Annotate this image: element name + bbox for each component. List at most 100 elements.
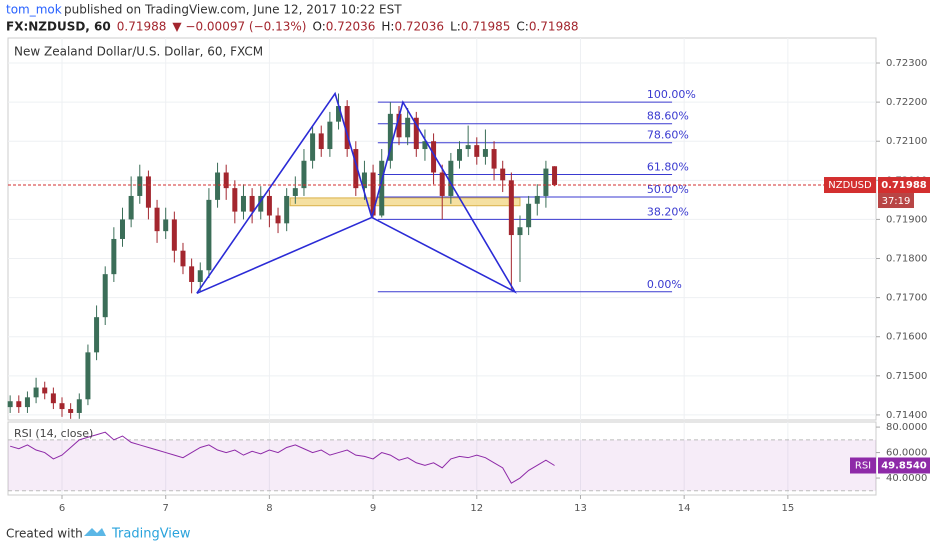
fib-label: 100.00% <box>647 88 696 101</box>
candle-body <box>534 195 540 204</box>
rsi-tag <box>850 457 876 474</box>
fib-label: 61.80% <box>647 161 689 174</box>
fib-label: 50.00% <box>647 183 689 196</box>
candle-body <box>500 168 506 181</box>
candle-body <box>249 195 255 212</box>
x-tick-label: 15 <box>781 503 794 514</box>
x-tick-label: 9 <box>370 503 376 514</box>
candle-body <box>526 203 532 228</box>
ohlc-value: 0.72036 <box>326 20 376 34</box>
y-tick-label: 0.71400 <box>886 410 927 421</box>
harmonic-pattern <box>371 100 517 294</box>
candle-body <box>94 317 100 353</box>
candle-body <box>240 195 246 212</box>
candle-body <box>405 117 411 138</box>
candle-body <box>474 145 480 157</box>
x-tick-label: 12 <box>470 503 483 514</box>
candle-body <box>310 133 316 161</box>
candle-body <box>68 409 74 413</box>
candle-body <box>292 188 298 196</box>
candle-body <box>232 188 238 212</box>
author: tom_mok <box>6 3 62 17</box>
candle-body <box>543 168 549 196</box>
candle-body <box>448 160 454 196</box>
price-tag <box>878 177 930 194</box>
x-tick-label: 13 <box>574 503 587 514</box>
candle-body <box>456 149 462 161</box>
rsi-y-tick-label: 40.0000 <box>886 473 927 484</box>
fib-label: 0.00% <box>647 278 682 291</box>
symbol: FX:NZDUSD, 60 <box>6 20 111 34</box>
price-tag-label: 0.71988 <box>881 180 927 191</box>
candle-body <box>301 160 307 189</box>
candle-body <box>119 219 125 239</box>
y-tick-label: 0.72100 <box>886 136 927 147</box>
candle-body <box>145 176 151 208</box>
candle-body <box>197 270 203 282</box>
candle-body <box>482 149 488 157</box>
candle-body <box>508 180 514 236</box>
candle-body <box>336 106 342 122</box>
rsi-value-label: 49.8540 <box>881 461 927 472</box>
symbol-line[interactable]: FX:NZDUSD, 60 0.71988 ▼ −0.00097 (−0.13%) O… <box>6 20 578 34</box>
y-tick-label: 0.72300 <box>886 58 927 69</box>
candle-body <box>128 195 134 220</box>
symbol-tag-label: NZDUSD <box>828 180 872 191</box>
candle-body <box>85 352 91 400</box>
candle-body <box>379 160 385 216</box>
logo <box>84 528 106 536</box>
candle-body <box>517 227 523 236</box>
candle-body <box>431 141 437 173</box>
y-tick-label: 0.71900 <box>886 214 927 225</box>
candle-body <box>284 195 290 224</box>
candle-body <box>137 176 143 196</box>
candle-body <box>215 172 221 200</box>
candle-body <box>59 403 65 410</box>
rsi-y-tick-label: 60.0000 <box>886 448 927 459</box>
published: published on TradingView.com, June 12, 2… <box>64 3 402 17</box>
last-price: 0.71988 <box>117 20 167 34</box>
candle-body <box>33 387 39 398</box>
ohlc-value: 0.71988 <box>529 20 579 34</box>
rsi-tag-label: RSI <box>855 461 871 472</box>
candle-body <box>206 199 212 271</box>
candle-body <box>24 397 30 408</box>
axes: 0.71400 0.71500 0.71600 0.71700 0.71800 0.719… <box>59 58 930 514</box>
candle-body <box>422 141 428 150</box>
rsi-value-tag <box>878 457 930 474</box>
plot: 100.00% 88.60% 78.60% 61.80% 50.00% 38.20% 0.0… <box>7 88 876 492</box>
candle-body <box>370 172 376 216</box>
countdown-tag <box>878 193 914 209</box>
candle-body <box>552 166 558 186</box>
fib-label: 78.60% <box>647 129 689 142</box>
y-tick-label: 0.71700 <box>886 293 927 304</box>
symbol-tag <box>824 177 876 194</box>
y-tick-label: 0.71600 <box>886 332 927 343</box>
harmonic-pattern <box>196 91 373 295</box>
candle-body <box>258 195 264 212</box>
candle-body <box>111 238 117 275</box>
rsi-line <box>10 431 555 484</box>
ohlc-label: C: <box>516 20 528 34</box>
chart-title: New Zealand Dollar/U.S. Dollar, 60, FXCM <box>14 45 263 59</box>
candle-body <box>387 113 393 161</box>
ohlc-value: 0.72036 <box>394 20 444 34</box>
candle-body <box>171 219 177 251</box>
x-tick-label: 7 <box>163 503 169 514</box>
candle-body <box>413 117 419 150</box>
candle-body <box>266 195 272 216</box>
footer-brand[interactable]: TradingView <box>111 527 191 542</box>
fib-label: 88.60% <box>647 110 689 123</box>
ohlc-label: O: <box>312 20 325 34</box>
candle-body <box>439 172 445 196</box>
countdown-label: 37:19 <box>882 196 911 207</box>
candle-body <box>163 219 169 232</box>
ohlc-value: 0.71985 <box>461 20 511 34</box>
rsi-band <box>8 439 876 491</box>
candle-body <box>42 387 48 394</box>
footer-created: Created with <box>6 527 83 541</box>
candle-body <box>76 399 82 413</box>
